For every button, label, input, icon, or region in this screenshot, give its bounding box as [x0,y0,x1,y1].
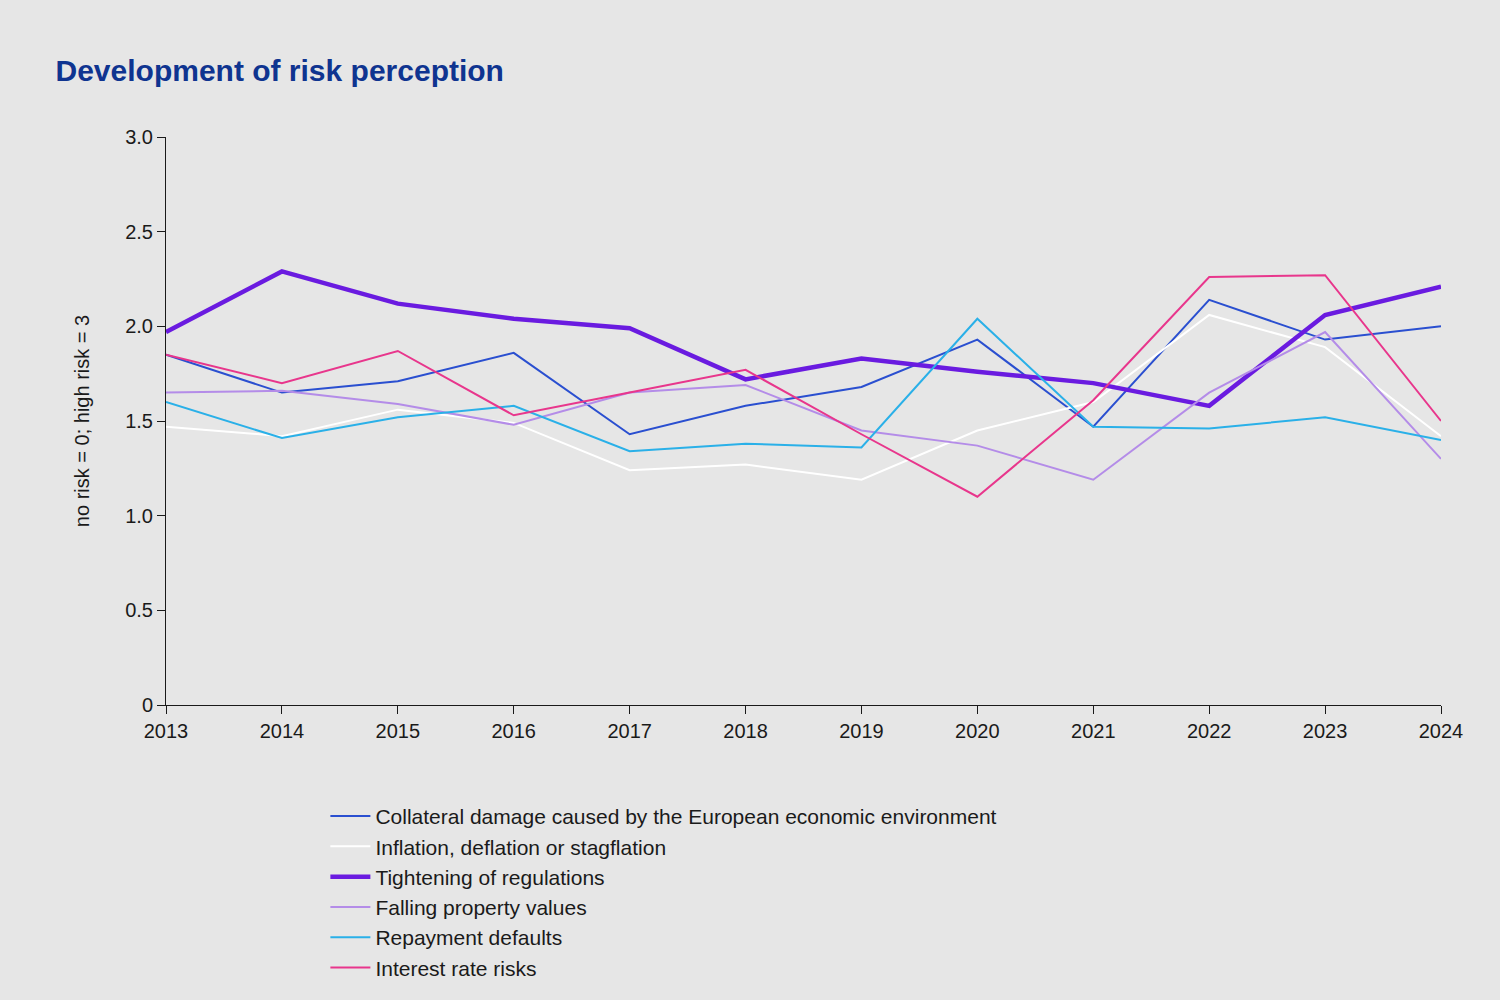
svg-text:Interest rate risks: Interest rate risks [375,957,536,980]
svg-text:2023: 2023 [1303,720,1348,742]
svg-text:2014: 2014 [260,720,305,742]
svg-text:0: 0 [142,694,153,716]
svg-text:Falling property values: Falling property values [375,896,586,919]
svg-text:Development of risk perception: Development of risk perception [56,54,504,87]
svg-text:2021: 2021 [1071,720,1116,742]
svg-text:2015: 2015 [376,720,421,742]
svg-text:2018: 2018 [723,720,768,742]
svg-text:2.5: 2.5 [125,221,153,243]
svg-text:2017: 2017 [607,720,652,742]
svg-text:3.0: 3.0 [125,126,153,148]
svg-text:2024: 2024 [1419,720,1464,742]
svg-text:2022: 2022 [1187,720,1232,742]
svg-text:Collateral damage caused by th: Collateral damage caused by the European… [375,805,996,828]
svg-text:Repayment defaults: Repayment defaults [375,926,562,949]
svg-text:no risk = 0; high risk = 3: no risk = 0; high risk = 3 [71,315,93,527]
svg-text:1.0: 1.0 [125,505,153,527]
svg-text:Tightening of regulations: Tightening of regulations [375,866,604,889]
svg-text:2.0: 2.0 [125,315,153,337]
svg-text:2013: 2013 [144,720,189,742]
svg-text:2019: 2019 [839,720,884,742]
svg-text:1.5: 1.5 [125,410,153,432]
svg-text:2020: 2020 [955,720,1000,742]
svg-text:0.5: 0.5 [125,599,153,621]
svg-text:Inflation, deflation or stagfl: Inflation, deflation or stagflation [375,836,666,859]
svg-text:2016: 2016 [491,720,536,742]
